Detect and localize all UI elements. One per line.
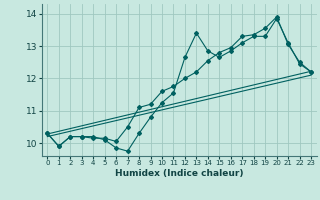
X-axis label: Humidex (Indice chaleur): Humidex (Indice chaleur) [115, 169, 244, 178]
